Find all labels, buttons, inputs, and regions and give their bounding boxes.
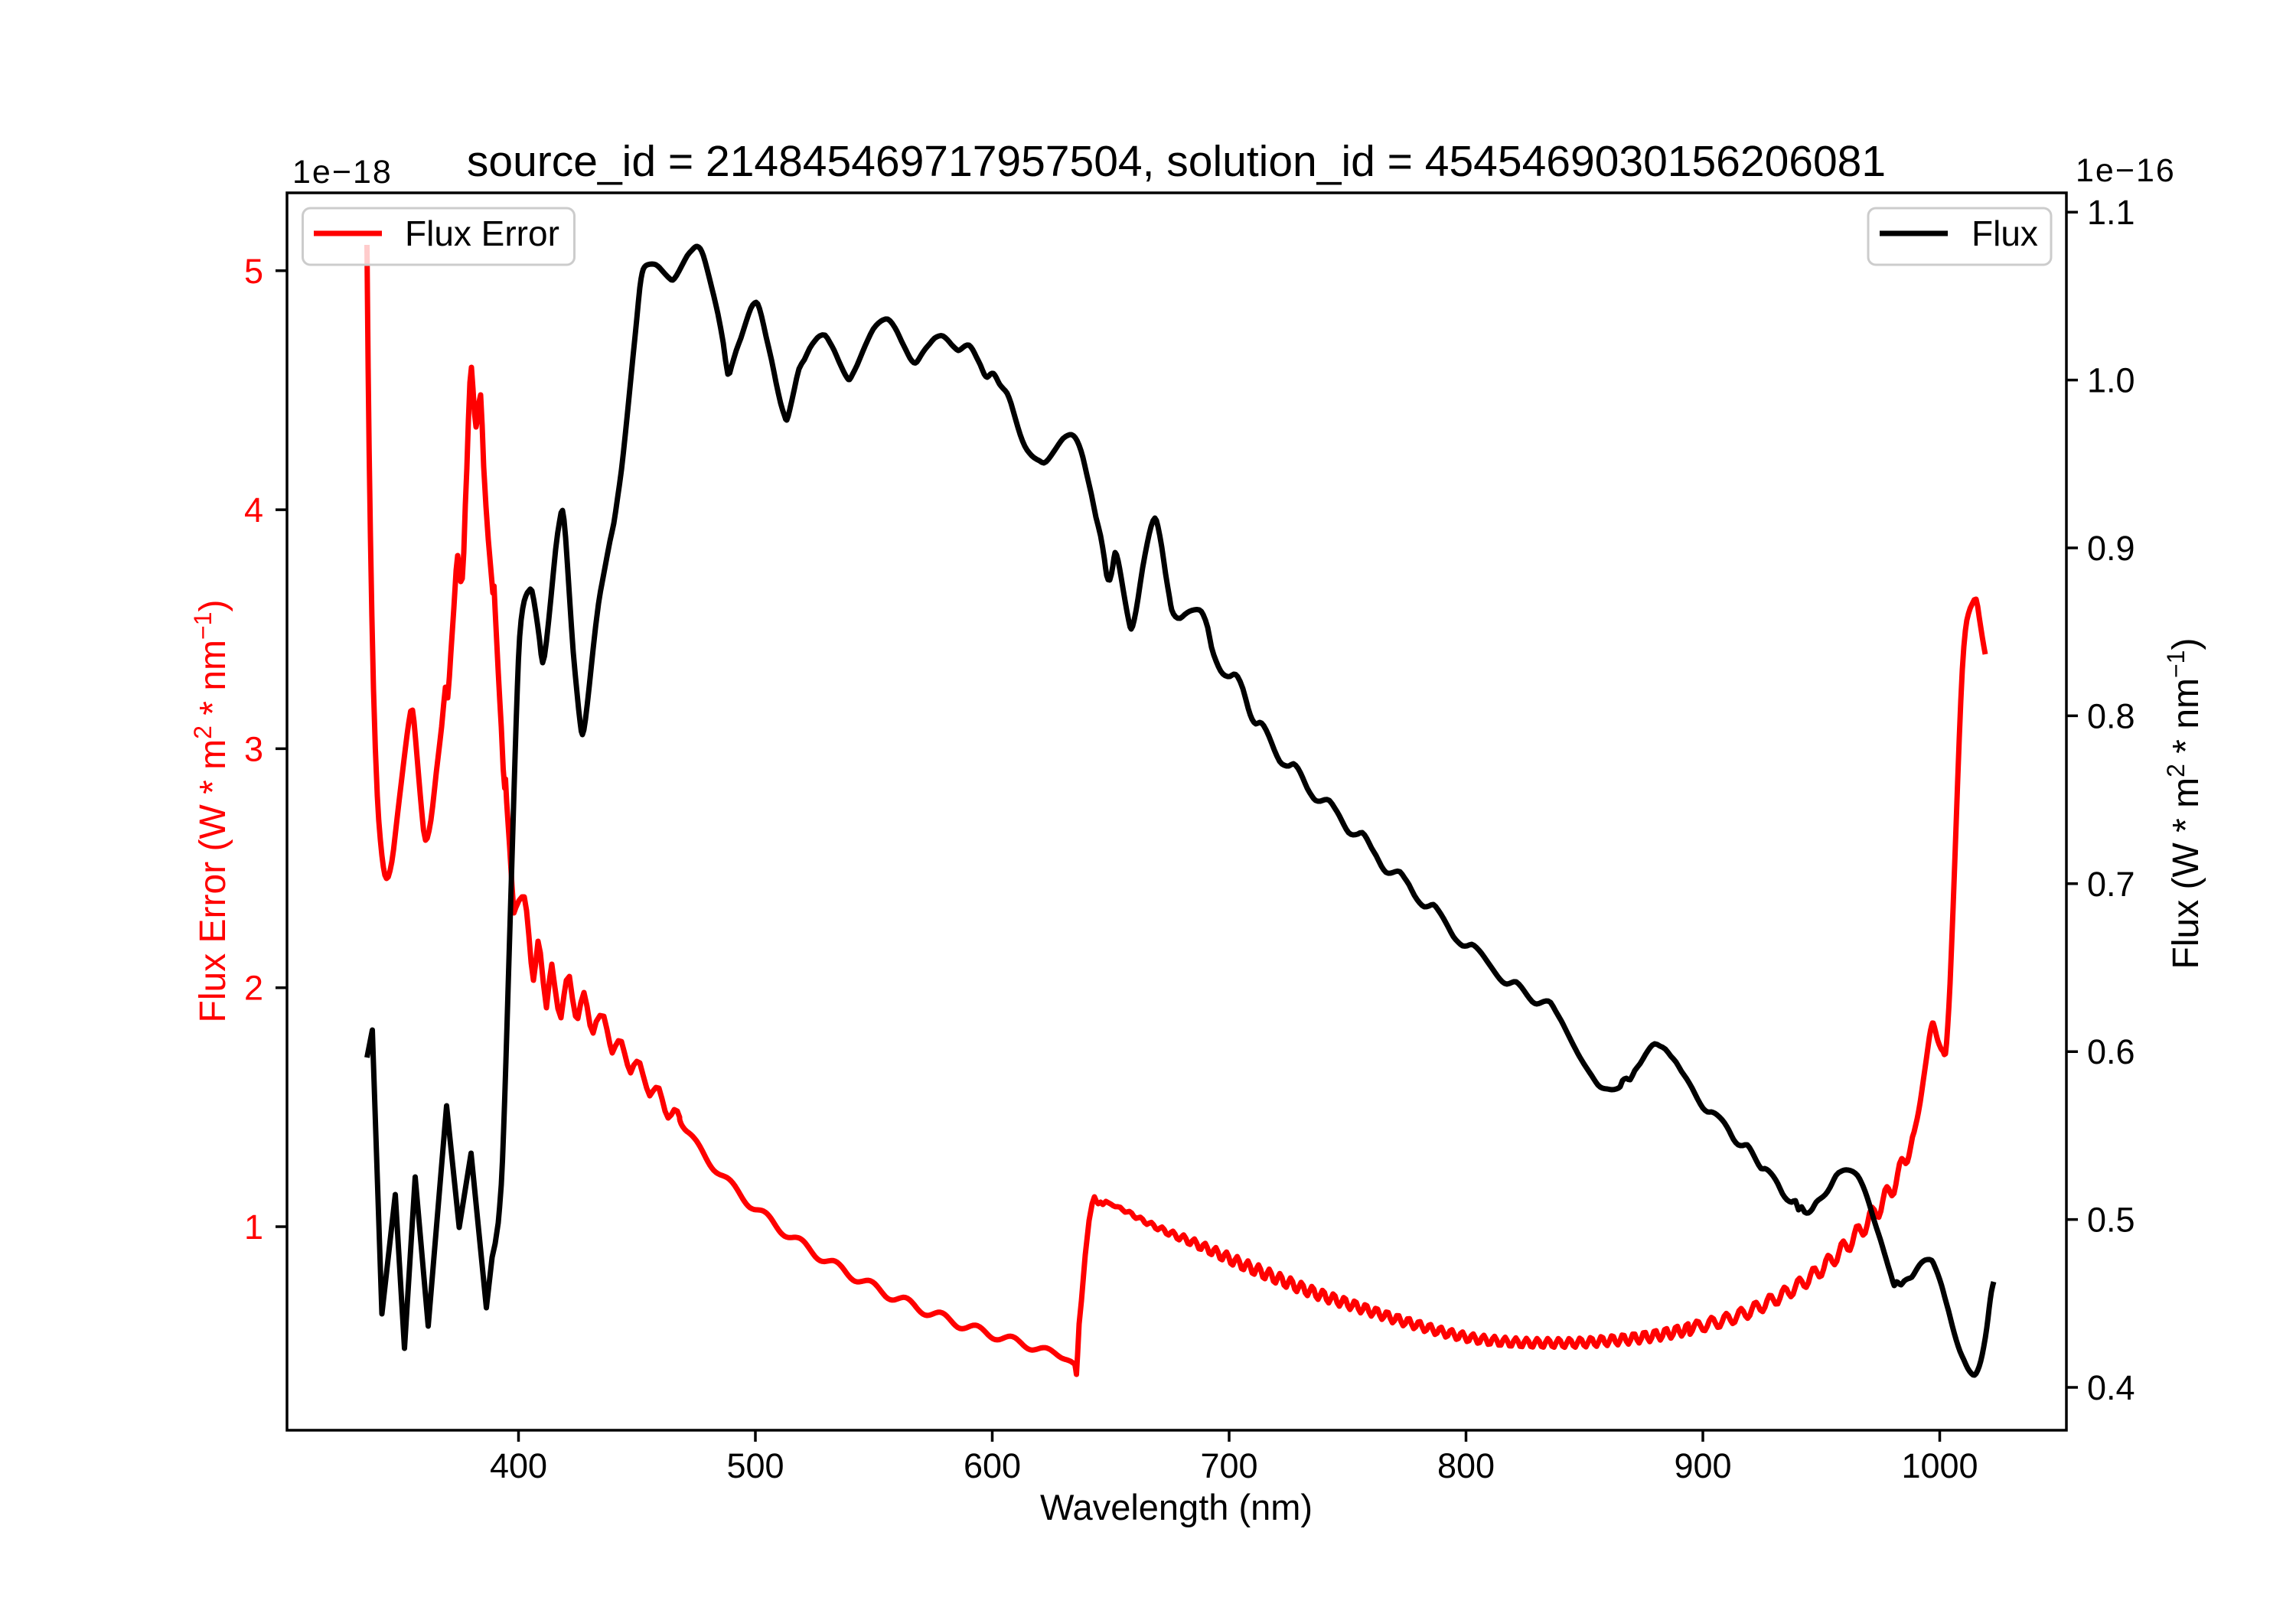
svg-text:Wavelength (nm): Wavelength (nm) bbox=[1040, 1487, 1313, 1527]
svg-text:1e−16: 1e−16 bbox=[2076, 152, 2176, 189]
svg-text:700: 700 bbox=[1200, 1446, 1257, 1485]
svg-text:Flux: Flux bbox=[1971, 214, 2038, 253]
svg-text:Flux (W * m2 * nm−1): Flux (W * m2 * nm−1) bbox=[2162, 638, 2206, 970]
svg-text:5: 5 bbox=[244, 252, 263, 291]
svg-text:1.1: 1.1 bbox=[2087, 193, 2135, 232]
svg-text:1000: 1000 bbox=[1901, 1446, 1978, 1485]
svg-text:2: 2 bbox=[244, 969, 263, 1008]
svg-text:400: 400 bbox=[490, 1446, 547, 1485]
svg-text:Flux Error: Flux Error bbox=[405, 214, 559, 253]
svg-text:800: 800 bbox=[1437, 1446, 1495, 1485]
svg-text:0.9: 0.9 bbox=[2087, 529, 2135, 568]
svg-text:3: 3 bbox=[244, 729, 263, 768]
svg-text:600: 600 bbox=[964, 1446, 1021, 1485]
svg-text:0.6: 0.6 bbox=[2087, 1032, 2135, 1071]
svg-text:1e−18: 1e−18 bbox=[292, 154, 393, 191]
svg-text:0.5: 0.5 bbox=[2087, 1201, 2135, 1240]
svg-text:4: 4 bbox=[244, 491, 263, 530]
svg-text:900: 900 bbox=[1674, 1446, 1731, 1485]
svg-text:source_id = 214845469717957504: source_id = 214845469717957504, solution… bbox=[467, 137, 1886, 186]
svg-text:1.0: 1.0 bbox=[2087, 361, 2135, 400]
svg-text:Flux Error (W * m2 * nm−1): Flux Error (W * m2 * nm−1) bbox=[189, 600, 233, 1023]
svg-text:1: 1 bbox=[244, 1208, 263, 1247]
svg-text:0.8: 0.8 bbox=[2087, 696, 2135, 735]
svg-text:0.4: 0.4 bbox=[2087, 1368, 2135, 1407]
svg-text:500: 500 bbox=[726, 1446, 784, 1485]
svg-text:0.7: 0.7 bbox=[2087, 865, 2135, 904]
